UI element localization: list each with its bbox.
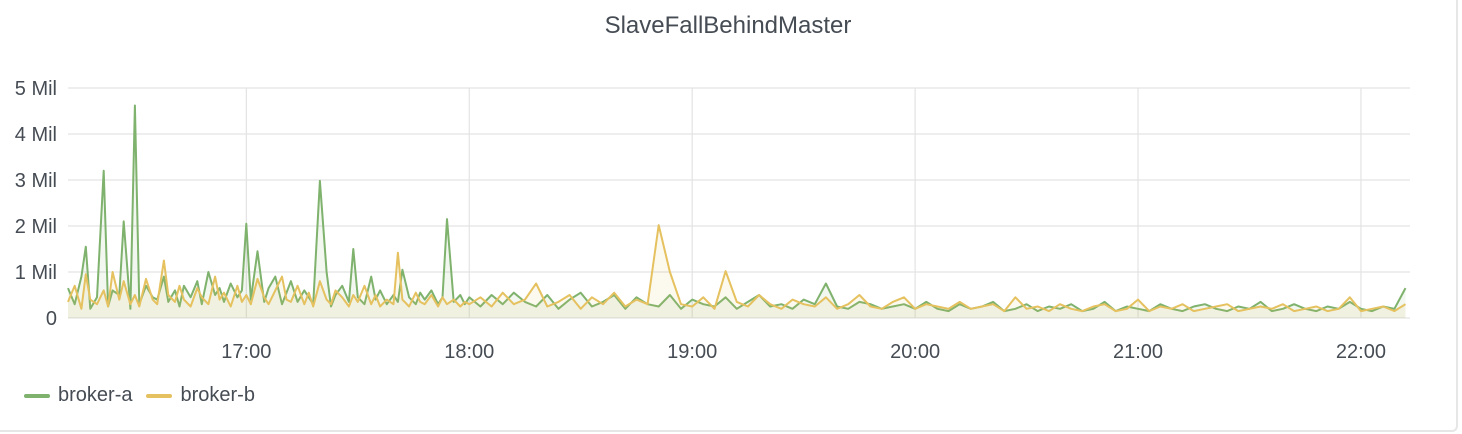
- y-tick-label: 1 Mil: [15, 262, 57, 284]
- y-tick-label: 2 Mil: [15, 216, 57, 238]
- x-tick-label: 20:00: [890, 341, 940, 363]
- y-tick-label: 4 Mil: [15, 124, 57, 146]
- line-chart[interactable]: 0 1 Mil 2 Mil 3 Mil 4 Mil 5 Mil 17:00 18:00 19:…: [0, 0, 1458, 370]
- chart-grid: [68, 87, 1410, 319]
- series-area-broker-b: [68, 225, 1406, 318]
- x-tick-label: 22:00: [1336, 341, 1386, 363]
- y-axis: 0 1 Mil 2 Mil 3 Mil 4 Mil 5 Mil: [15, 78, 57, 330]
- legend: broker-a broker-b: [24, 384, 269, 407]
- panel-title[interactable]: SlaveFallBehindMaster: [604, 12, 852, 39]
- series-line-broker-a[interactable]: [67, 104, 1407, 313]
- y-tick-label: 5 Mil: [15, 78, 57, 100]
- x-tick-label: 17:00: [221, 341, 271, 363]
- x-tick-label: 19:00: [667, 341, 717, 363]
- legend-swatch: [146, 393, 173, 398]
- x-tick-label: 18:00: [444, 341, 494, 363]
- y-tick-label: 0: [46, 308, 57, 330]
- legend-label: broker-b: [180, 384, 255, 406]
- legend-item-broker-b[interactable]: broker-b: [146, 384, 255, 407]
- legend-label: broker-a: [58, 384, 133, 406]
- series-group: [67, 104, 1407, 318]
- x-axis: 17:00 18:00 19:00 20:00 21:00 22:00: [221, 341, 1386, 363]
- legend-item-broker-a[interactable]: broker-a: [24, 384, 132, 407]
- x-tick-label: 21:00: [1113, 341, 1163, 363]
- y-tick-label: 3 Mil: [15, 170, 57, 192]
- series-line-broker-b[interactable]: [67, 224, 1407, 313]
- legend-swatch: [24, 393, 50, 398]
